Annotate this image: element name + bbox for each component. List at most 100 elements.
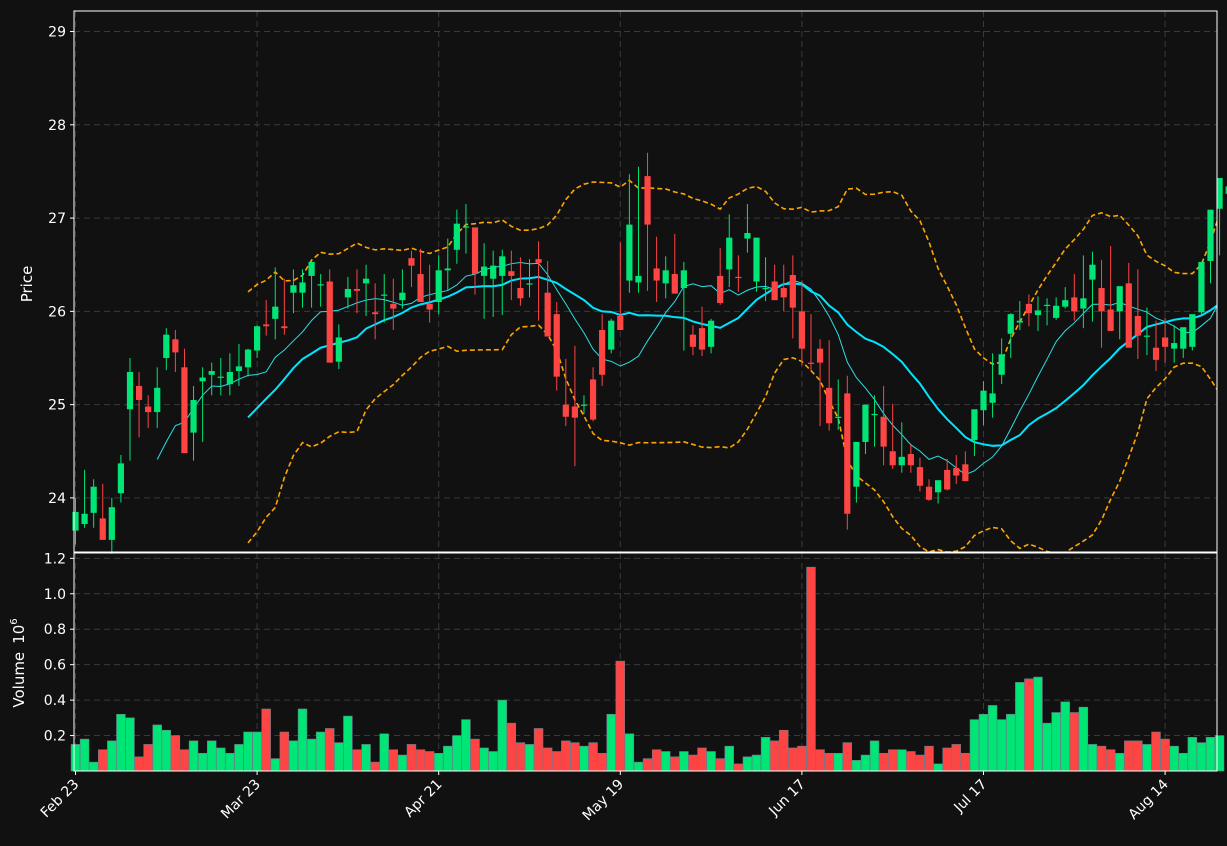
volume-bar	[570, 742, 580, 772]
volume-bar	[79, 738, 90, 772]
volume-bar	[706, 751, 716, 772]
volume-bar	[842, 742, 853, 772]
candle-body	[281, 326, 288, 329]
volume-bar	[742, 756, 753, 772]
candle-body	[408, 258, 415, 266]
volume-ytick-label: 0.2	[44, 729, 66, 745]
candle-body	[435, 270, 442, 303]
price-ytick-label: 25	[48, 398, 66, 414]
volume-bar	[760, 737, 771, 772]
volume-bar	[615, 660, 626, 772]
candle-body	[208, 371, 215, 375]
candle-body	[762, 288, 769, 290]
volume-bar	[470, 738, 480, 772]
volume-bar	[1015, 682, 1025, 772]
volume-bar	[906, 751, 916, 772]
candle-body	[426, 303, 433, 310]
candle-body	[662, 270, 669, 284]
volume-bar	[397, 754, 408, 772]
lower-band-line	[247, 324, 1217, 552]
volume-bar	[197, 752, 208, 772]
volume-bar	[352, 749, 362, 772]
volume-bar	[1205, 737, 1216, 772]
volume-bar	[216, 747, 226, 772]
volume-bars-layer	[70, 566, 1225, 772]
volume-bar	[878, 752, 889, 772]
volume-bar	[125, 717, 135, 772]
volume-bar	[524, 744, 535, 772]
candle-body	[1162, 337, 1169, 347]
volume-bar	[334, 742, 344, 772]
candle-body	[626, 224, 633, 281]
volume-bar	[1096, 745, 1107, 772]
volume-bar	[942, 747, 952, 772]
candle-body	[1125, 283, 1132, 348]
candle-body	[1189, 314, 1196, 347]
volume-bar	[1124, 740, 1134, 772]
volume-ytick-label: 0.6	[44, 658, 66, 674]
candle-body	[1171, 343, 1178, 349]
volume-bar	[552, 751, 562, 772]
candle-body	[862, 404, 869, 442]
candle-body	[562, 404, 569, 417]
volume-ytick-label: 1.2	[44, 551, 66, 567]
candle-body	[1043, 304, 1051, 307]
volume-bar	[851, 760, 862, 772]
candle-body	[589, 379, 597, 420]
candle-body	[807, 362, 815, 364]
volume-bar	[1042, 722, 1052, 772]
price-ytick-label: 27	[48, 211, 66, 227]
price-axis-label: Price	[18, 266, 36, 303]
volume-bar	[697, 747, 707, 772]
price-ytick-label: 24	[48, 491, 66, 507]
candle-body	[163, 334, 170, 358]
slow-moving-average-line	[247, 275, 1217, 447]
price-ytick-label: 29	[48, 25, 66, 41]
volume-bar	[579, 745, 589, 772]
volume-bar	[234, 744, 244, 772]
volume-bar	[515, 742, 526, 772]
upper-band-line	[247, 179, 1217, 366]
candle-body	[744, 232, 751, 239]
volume-bar	[1133, 740, 1143, 772]
candle-body	[481, 266, 488, 276]
volume-bar	[978, 713, 989, 772]
volume-bar	[806, 566, 816, 772]
candle-body	[907, 454, 914, 466]
candle-body	[372, 312, 379, 315]
price-ytick-label: 28	[48, 118, 66, 134]
candle-body	[1107, 309, 1114, 331]
volume-bar	[715, 758, 725, 772]
volume-bar	[461, 719, 471, 772]
candle-body	[880, 416, 887, 447]
candle-body	[898, 456, 905, 466]
volume-bar	[497, 699, 507, 772]
volume-bar	[797, 745, 807, 772]
volume-bar	[1069, 712, 1080, 772]
volume-bar	[951, 744, 961, 772]
candle-body	[816, 348, 824, 363]
volume-bar	[279, 731, 290, 772]
candle-body	[226, 371, 233, 385]
candle-body	[1025, 303, 1032, 314]
candle-body	[998, 354, 1005, 375]
candle-body	[263, 324, 270, 327]
candle-body	[717, 275, 724, 303]
volume-bar	[116, 713, 126, 772]
volume-bar	[424, 751, 435, 772]
volume-bar	[361, 744, 371, 772]
volume-bar	[633, 761, 644, 772]
volume-bar	[379, 733, 389, 772]
candle-body	[989, 393, 996, 403]
volume-bar	[343, 715, 353, 772]
candle-body	[217, 376, 224, 378]
volume-bar	[306, 738, 317, 772]
candle-body	[471, 227, 479, 275]
volume-bar	[261, 708, 271, 772]
candle-body	[235, 366, 243, 372]
volume-bar	[724, 745, 734, 772]
candle-body	[980, 390, 987, 411]
volume-bar	[315, 731, 326, 772]
candle-body	[1016, 320, 1023, 323]
candle-body	[844, 393, 851, 514]
